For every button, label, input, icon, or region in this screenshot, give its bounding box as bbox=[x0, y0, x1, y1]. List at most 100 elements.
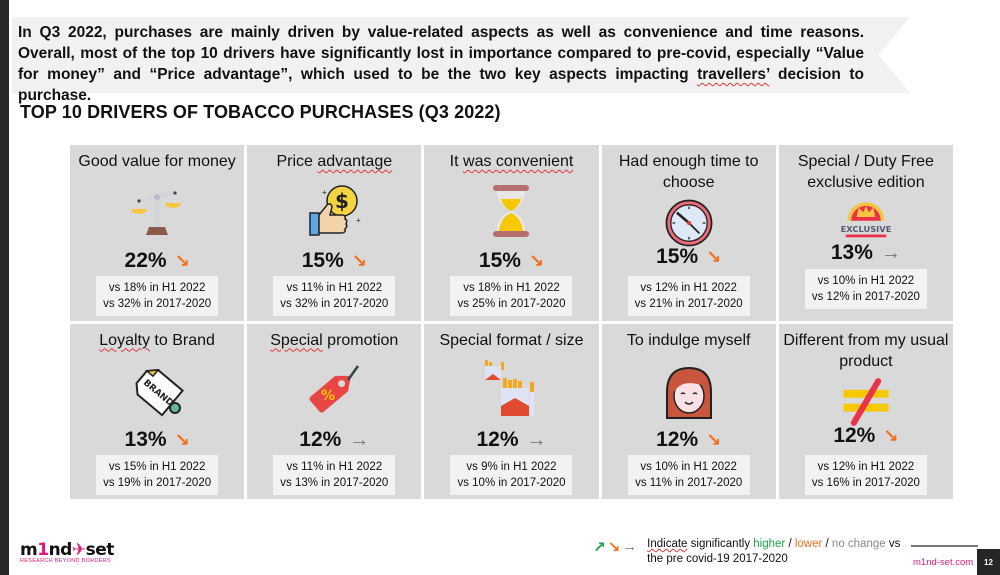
driver-card-indulge: To indulge myself 12% ↘ vs 10% in H1 202… bbox=[601, 323, 776, 499]
driver-title: Price advantage bbox=[251, 151, 417, 172]
driver-value-row: 12% → bbox=[247, 428, 421, 452]
logo-tagline: RESEARCH BEYOND BORDERS bbox=[20, 558, 111, 564]
driver-value-row: 22% ↘ bbox=[70, 249, 244, 273]
comparison-2017-2020: vs 32% in 2017-2020 bbox=[280, 298, 389, 310]
comparison-2017-2020: vs 25% in 2017-2020 bbox=[457, 298, 566, 310]
driver-percentage: 12% bbox=[476, 427, 519, 451]
driver-value-row: 12% → bbox=[424, 428, 598, 452]
svg-text:%: % bbox=[321, 388, 335, 404]
comparison-box: vs 15% in H1 2022 vs 19% in 2017-2020 bbox=[96, 454, 219, 495]
smiling-woman-icon bbox=[659, 364, 719, 424]
legend-text-part: vs bbox=[885, 538, 901, 550]
comparison-h1-2022: vs 11% in H1 2022 bbox=[286, 460, 383, 473]
driver-card-special-promotion: Special promotion % 12% → vs 11% in H1 2… bbox=[247, 323, 422, 499]
driver-percentage: 15% bbox=[478, 249, 521, 272]
driver-value-row: 15% ↘ bbox=[247, 249, 421, 273]
legend-spellcheck-word: Indicate bbox=[647, 538, 688, 550]
driver-card-convenient: It was convenient 15% ↘ vs 18% in H1 202… bbox=[424, 145, 599, 321]
driver-value-row: 13% ↘ bbox=[70, 428, 244, 452]
svg-text:EXCLUSIVE: EXCLUSIVE bbox=[841, 224, 892, 234]
comparison-2017-2020: vs 19% in 2017-2020 bbox=[103, 476, 212, 489]
driver-title-spellcheck-word: advantage bbox=[317, 153, 393, 170]
legend-separator: / bbox=[785, 538, 795, 550]
trend-down-icon: ↘ bbox=[351, 251, 367, 271]
legend-text: Indicate significantly higher / lower / … bbox=[647, 537, 900, 567]
driver-title: Special format / size bbox=[439, 331, 584, 349]
page-number: 12 bbox=[977, 549, 1000, 575]
legend-lower: lower bbox=[794, 538, 823, 550]
comparison-2017-2020: vs 13% in 2017-2020 bbox=[280, 476, 389, 489]
comparison-box: vs 18% in H1 2022 vs 32% in 2017-2020 bbox=[96, 276, 219, 316]
scale-icon bbox=[127, 181, 187, 241]
airplane-icon: ✈ bbox=[71, 540, 86, 560]
trend-down-icon: ↘ bbox=[174, 429, 190, 450]
comparison-h1-2022: vs 11% in H1 2022 bbox=[286, 282, 383, 294]
brand-tag-icon: BRAND bbox=[127, 360, 187, 420]
trend-up-icon: ↗ bbox=[593, 539, 606, 556]
comparison-h1-2022: vs 10% in H1 2022 bbox=[640, 460, 737, 473]
comparison-2017-2020: vs 10% in 2017-2020 bbox=[457, 476, 566, 489]
trend-no-change-icon: → bbox=[880, 242, 901, 264]
intro-text: In Q3 2022, purchases are mainly driven … bbox=[18, 22, 864, 106]
driver-percentage: 15% bbox=[656, 245, 699, 268]
comparison-2017-2020: vs 12% in 2017-2020 bbox=[811, 291, 920, 303]
trend-no-change-icon: → bbox=[349, 428, 370, 451]
comparison-box: vs 18% in H1 2022 vs 25% in 2017-2020 bbox=[450, 276, 573, 316]
drivers-grid: Good value for money 22% ↘ vs 18% in H1 … bbox=[70, 145, 953, 499]
logo-text: 1 bbox=[37, 540, 49, 560]
driver-value-row: 15% ↘ bbox=[602, 245, 776, 269]
comparison-box: vs 10% in H1 2022 vs 11% in 2017-2020 bbox=[627, 454, 750, 495]
driver-percentage: 13% bbox=[830, 241, 873, 264]
cigarette-packs-icon bbox=[481, 354, 541, 420]
driver-card-value-for-money: Good value for money 22% ↘ vs 18% in H1 … bbox=[70, 145, 245, 321]
intro-banner bbox=[12, 17, 910, 93]
not-equal-icon bbox=[840, 376, 892, 428]
comparison-h1-2022: vs 9% in H1 2022 bbox=[466, 460, 557, 473]
driver-percentage: 12% bbox=[833, 423, 876, 447]
comparison-h1-2022: vs 12% in H1 2022 bbox=[640, 282, 737, 294]
legend-no-change: no change bbox=[831, 538, 886, 550]
trend-down-icon: ↘ bbox=[607, 539, 621, 556]
comparison-h1-2022: vs 18% in H1 2022 bbox=[463, 282, 560, 294]
comparison-2017-2020: vs 32% in 2017-2020 bbox=[103, 298, 212, 310]
logo-text: nd bbox=[48, 540, 73, 560]
comparison-box: vs 9% in H1 2022 vs 10% in 2017-2020 bbox=[450, 454, 573, 495]
driver-value-row: 12% ↘ bbox=[779, 424, 953, 448]
driver-percentage: 22% bbox=[124, 249, 167, 272]
legend-arrows: ↗ ↘ → bbox=[593, 538, 637, 567]
driver-card-price-advantage: Price advantage $ + + 15% ↘ vs 11% in H1… bbox=[247, 145, 422, 321]
driver-card-brand-loyalty: Loyalty to Brand BRAND 13% ↘ vs 15% in H… bbox=[70, 323, 245, 499]
svg-text:+: + bbox=[322, 188, 327, 197]
driver-title-spellcheck-word: was convenient bbox=[463, 153, 574, 170]
comparison-2017-2020: vs 21% in 2017-2020 bbox=[634, 298, 743, 310]
comparison-h1-2022: vs 15% in H1 2022 bbox=[108, 460, 206, 473]
comparison-box: vs 10% in H1 2022 vs 12% in 2017-2020 bbox=[804, 269, 927, 309]
driver-card-special-format: Special format / size 12% → bbox=[424, 323, 599, 499]
footer-divider bbox=[911, 545, 978, 547]
legend-text-line2: the pre covid-19 2017-2020 bbox=[647, 553, 788, 565]
driver-title-spellcheck-word: Special bbox=[270, 331, 323, 349]
comparison-box: vs 12% in H1 2022 vs 16% in 2017-2020 bbox=[804, 454, 927, 495]
driver-value-row: 13% → bbox=[779, 241, 953, 265]
driver-title: Had enough time to choose bbox=[618, 153, 759, 191]
driver-title-text: Price bbox=[276, 153, 318, 170]
legend-higher: higher bbox=[753, 538, 786, 550]
clock-icon bbox=[663, 197, 715, 249]
comparison-2017-2020: vs 11% in 2017-2020 bbox=[635, 476, 743, 489]
driver-percentage: 12% bbox=[656, 427, 699, 451]
comparison-h1-2022: vs 18% in H1 2022 bbox=[108, 282, 206, 294]
logo-text: set bbox=[85, 540, 115, 560]
driver-title: To indulge myself bbox=[626, 331, 751, 349]
driver-value-row: 12% ↘ bbox=[602, 428, 776, 452]
driver-title: Different from my usual product bbox=[783, 331, 949, 370]
driver-title: Special / Duty Free exclusive edition bbox=[797, 153, 934, 191]
driver-percentage: 15% bbox=[301, 249, 344, 272]
legend-separator: / bbox=[822, 538, 832, 550]
intro-text-spellcheck-word: travellers’ bbox=[697, 66, 770, 83]
comparison-h1-2022: vs 10% in H1 2022 bbox=[817, 275, 915, 287]
comparison-box: vs 11% in H1 2022 vs 13% in 2017-2020 bbox=[273, 454, 396, 495]
thumbs-up-dollar-icon: $ + + bbox=[304, 181, 364, 241]
driver-title-text: It bbox=[449, 153, 464, 170]
driver-value-row: 15% ↘ bbox=[424, 249, 598, 273]
driver-title-text: to Brand bbox=[149, 331, 215, 349]
